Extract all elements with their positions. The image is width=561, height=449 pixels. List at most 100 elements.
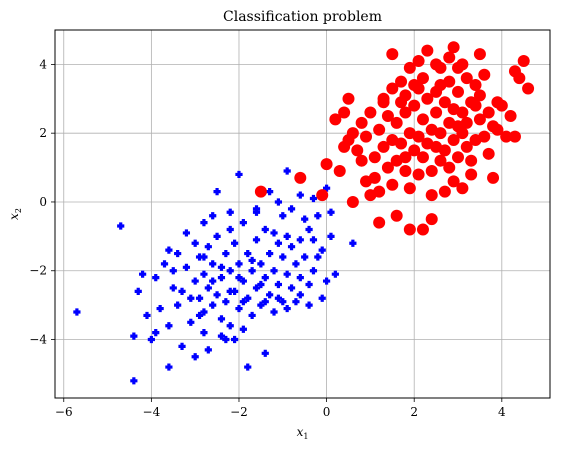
blue-class-point: [235, 170, 243, 179]
blue-class-point: [217, 332, 226, 340]
red-class-point: [522, 82, 535, 95]
blue-class-point: [257, 260, 265, 268]
y-tick-label: 0: [39, 195, 47, 209]
blue-class-point: [226, 287, 234, 295]
blue-class-point: [296, 274, 304, 282]
blue-class-point: [235, 274, 243, 282]
blue-class-point: [261, 349, 269, 357]
blue-class-point: [231, 335, 239, 344]
red-class-point: [482, 147, 495, 160]
blue-class-point: [165, 322, 173, 330]
y-tick-label: −4: [29, 333, 47, 347]
red-class-point: [403, 182, 416, 195]
blue-class-point: [231, 287, 239, 295]
blue-class-point: [152, 274, 160, 282]
x-tick-label: 4: [498, 405, 506, 419]
red-class-point: [329, 113, 342, 126]
red-class-point: [500, 130, 513, 143]
red-class-point: [425, 213, 438, 226]
red-class-point: [416, 72, 429, 85]
blue-class-point: [147, 335, 155, 344]
red-class-point: [412, 54, 425, 67]
blue-class-point: [226, 225, 234, 234]
blue-class-point: [152, 329, 160, 337]
blue-class-point: [314, 212, 322, 220]
blue-class-point: [226, 208, 234, 216]
blue-class-point: [117, 222, 125, 230]
blue-class-point: [318, 246, 326, 254]
blue-class-point: [178, 342, 186, 351]
red-class-point: [473, 48, 486, 61]
red-class-point: [395, 75, 408, 88]
blue-class-point: [191, 277, 199, 285]
y-axis-label: x2: [7, 208, 23, 220]
y-tick-label: 2: [39, 126, 47, 140]
blue-class-point: [134, 287, 142, 295]
red-class-point: [254, 185, 267, 198]
red-class-point: [434, 127, 447, 140]
red-class-point: [390, 209, 403, 222]
blue-class-point: [279, 212, 287, 220]
blue-class-point: [222, 249, 230, 258]
red-class-point: [408, 144, 421, 157]
blue-class-point: [322, 184, 331, 192]
blue-class-point: [187, 294, 195, 302]
red-class-point: [425, 189, 438, 202]
blue-class-point: [349, 239, 357, 247]
blue-class-point: [239, 277, 247, 285]
x-tick-label: 2: [410, 405, 418, 419]
x-tick-label: −2: [230, 405, 248, 419]
red-class-point: [465, 154, 478, 167]
blue-class-point: [244, 294, 252, 302]
blue-class-point: [239, 298, 247, 306]
x-axis-label-subscript: 1: [303, 432, 308, 441]
axis-ticks: −6 −4 −2 0 2 4 −4 −2 0 2 4: [29, 57, 506, 419]
red-class-point: [386, 178, 399, 191]
red-class-point: [355, 154, 368, 167]
blue-class-point: [209, 277, 217, 285]
red-class-point: [425, 165, 438, 178]
blue-class-point: [314, 253, 322, 261]
blue-class-point: [279, 253, 287, 261]
blue-class-point: [283, 167, 291, 175]
x-axis-label-main: x: [297, 425, 304, 439]
blue-class-point: [305, 301, 313, 309]
red-class-point: [504, 109, 517, 122]
blue-class-point: [270, 267, 278, 275]
red-class-point: [421, 44, 434, 57]
blue-class-point: [279, 298, 287, 306]
x-axis-label: x1: [297, 425, 309, 441]
red-class-point: [447, 134, 460, 147]
red-class-point: [390, 116, 403, 129]
blue-class-point: [73, 308, 81, 316]
red-class-point: [460, 140, 473, 153]
red-class-point: [386, 48, 399, 61]
blue-class-point: [318, 294, 326, 302]
blue-class-point: [165, 246, 173, 254]
blue-class-point: [143, 311, 151, 320]
red-class-point: [438, 144, 451, 157]
blue-class-point: [257, 301, 265, 309]
red-class-point: [416, 151, 429, 164]
blue-class-point: [305, 280, 313, 289]
blue-class-point: [204, 284, 212, 292]
red-class-point: [456, 127, 469, 140]
red-class-point: [443, 116, 456, 129]
blue-class-point: [331, 270, 339, 278]
blue-class-point: [257, 280, 265, 289]
red-class-point: [368, 151, 381, 164]
blue-class-point: [252, 284, 261, 292]
red-class-point: [508, 65, 521, 78]
red-class-point: [373, 123, 386, 136]
blue-class-point: [191, 353, 199, 361]
red-class-point: [438, 185, 451, 198]
red-class-point: [465, 168, 478, 181]
red-class-point: [403, 223, 416, 236]
red-class-point: [447, 41, 460, 54]
red-class-point: [351, 144, 364, 157]
blue-class-point: [169, 267, 177, 275]
red-class-point: [346, 127, 359, 140]
red-class-point: [421, 92, 434, 105]
blue-class-point: [204, 346, 212, 354]
